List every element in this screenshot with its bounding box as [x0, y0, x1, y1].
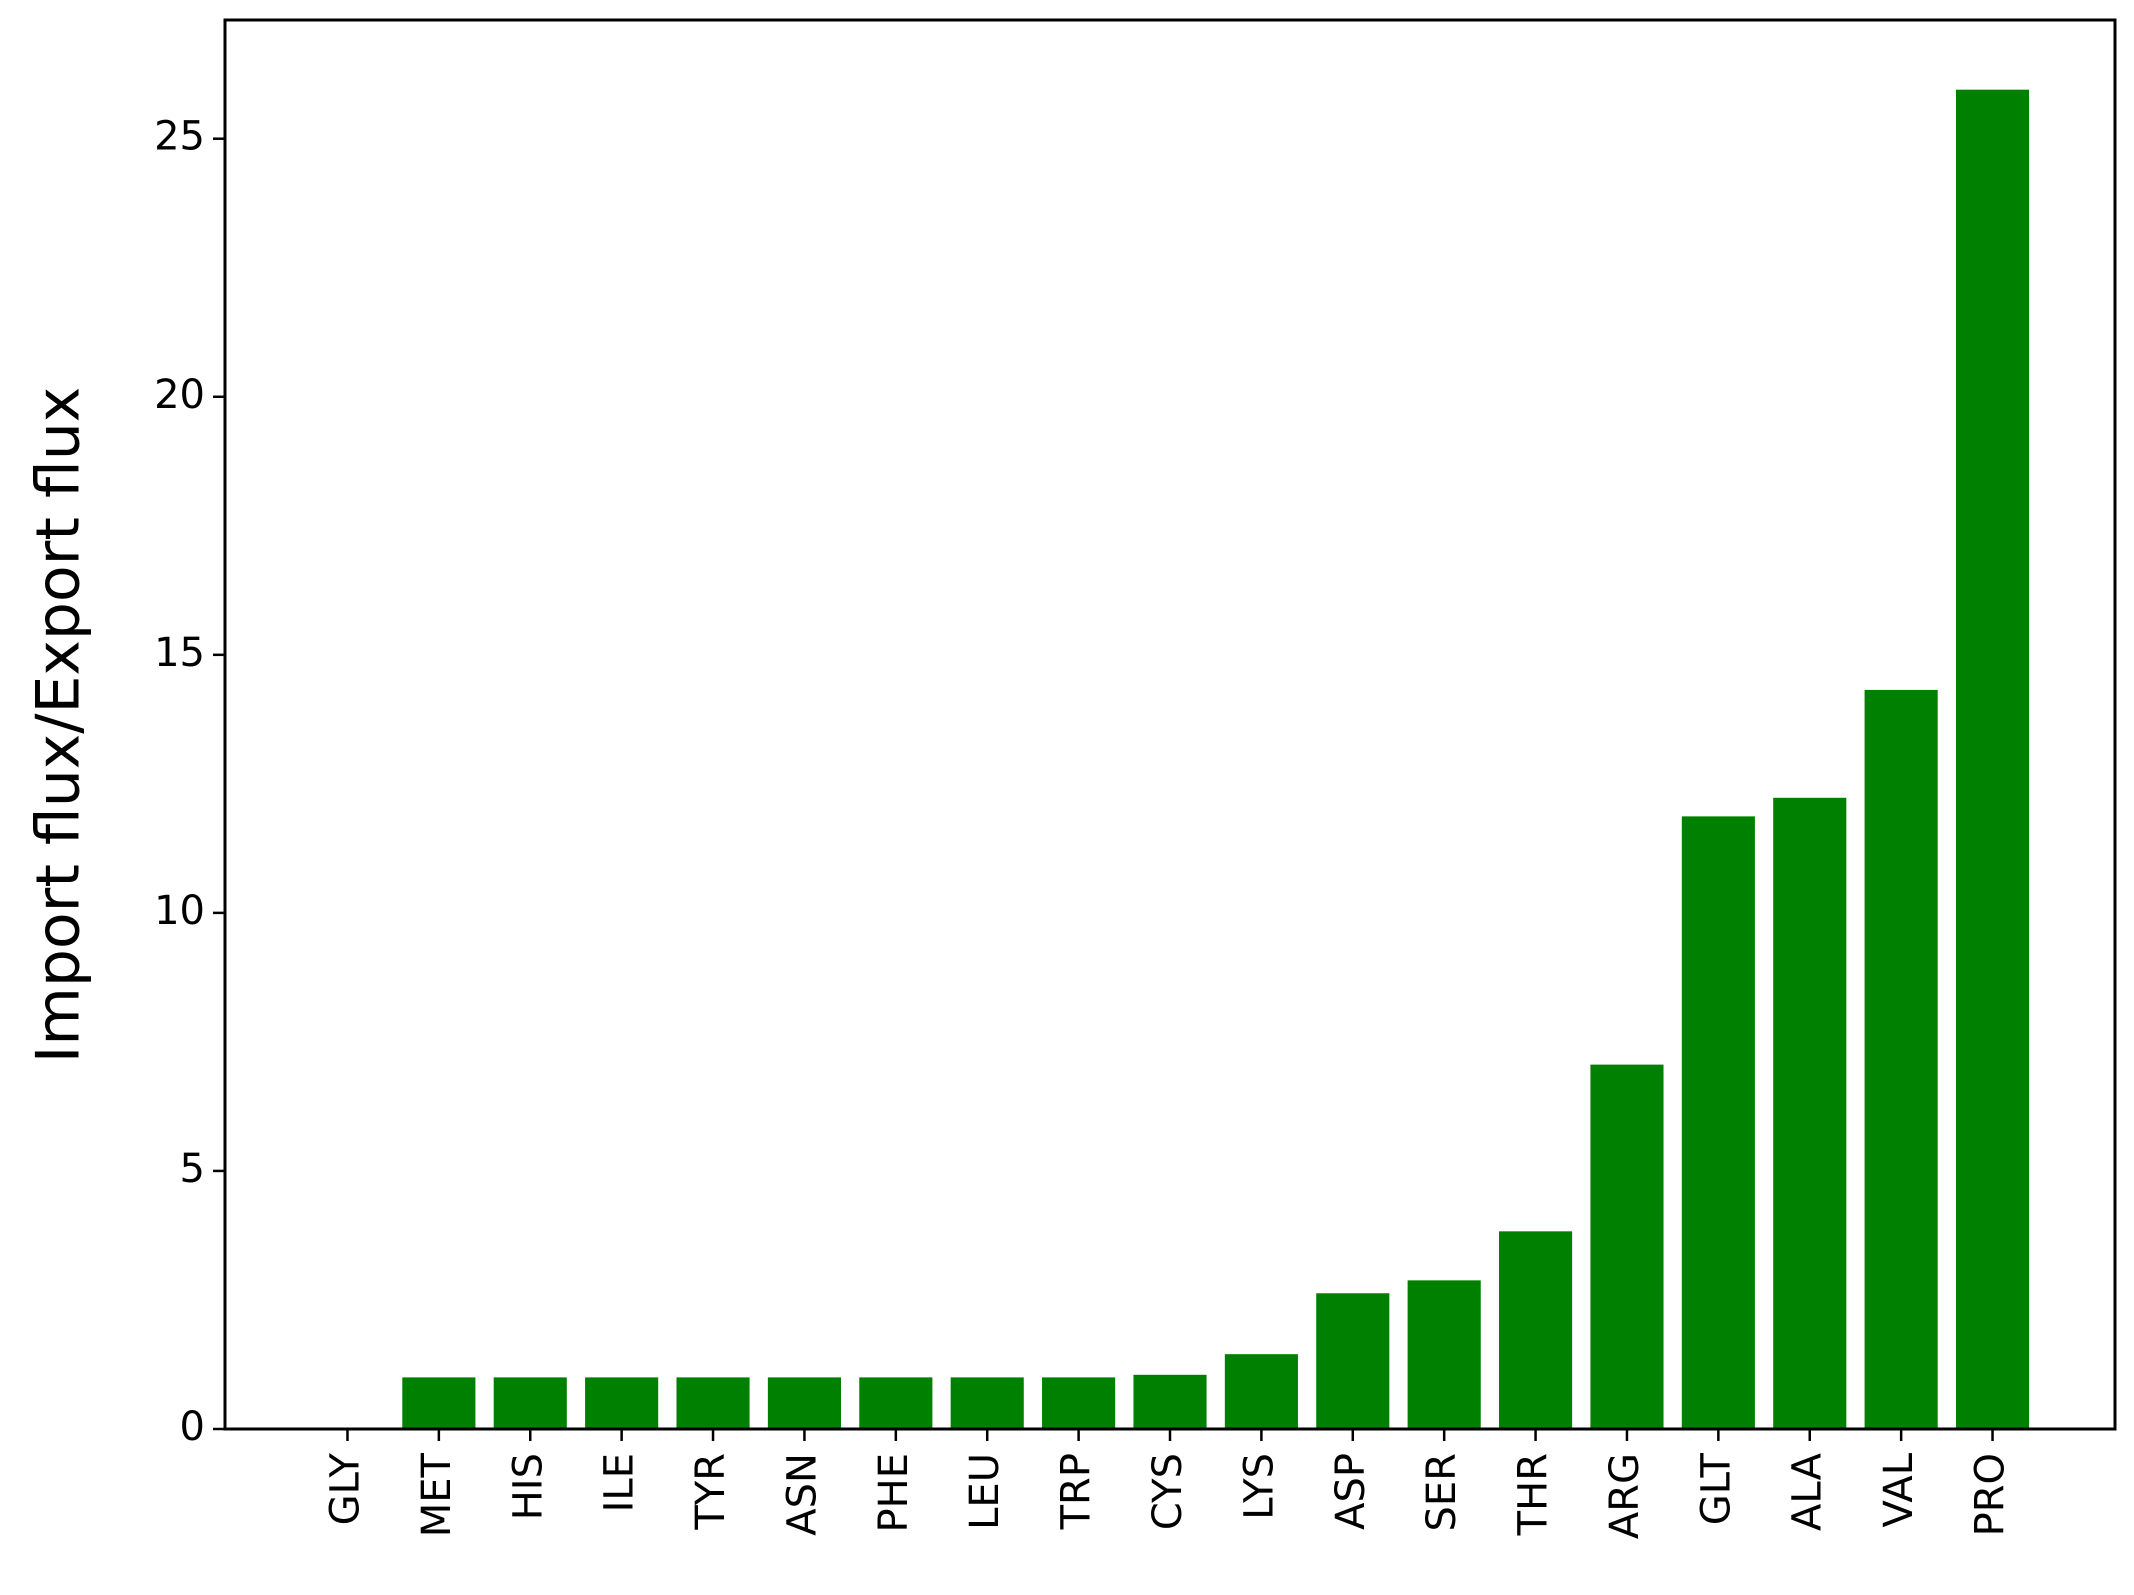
x-tick-label: ALA [1785, 1452, 1831, 1531]
x-tick-label: MET [414, 1452, 460, 1537]
y-tick-label: 5 [180, 1146, 205, 1192]
bar [1773, 797, 1847, 1429]
x-tick-label: HIS [505, 1453, 551, 1520]
bar [859, 1377, 933, 1429]
y-tick-label: 25 [154, 114, 205, 160]
x-tick-label: ASN [779, 1453, 825, 1536]
x-tick-label: ASP [1328, 1453, 1374, 1530]
bar [1864, 689, 1938, 1429]
x-tick-label: TRP [1054, 1453, 1100, 1530]
x-tick-label: GLY [322, 1452, 368, 1525]
bar [1681, 816, 1755, 1429]
bar [767, 1377, 841, 1429]
x-tick-label: THR [1511, 1453, 1557, 1536]
bar [1407, 1280, 1481, 1429]
x-tick-label: SER [1419, 1453, 1465, 1531]
y-tick-label: 15 [154, 630, 205, 676]
y-tick-label: 0 [180, 1404, 205, 1450]
bar [585, 1377, 659, 1429]
x-tick-label: LYS [1236, 1453, 1282, 1520]
x-tick-label: PRO [1968, 1453, 2014, 1536]
x-tick-label: PHE [871, 1453, 917, 1532]
bar [1316, 1293, 1390, 1429]
bar [1499, 1231, 1573, 1429]
x-tick-label: LEU [962, 1453, 1008, 1530]
bar [1042, 1377, 1116, 1429]
bar [1590, 1064, 1664, 1429]
x-tick-label: TYR [688, 1453, 734, 1531]
plot-frame [223, 18, 2117, 1431]
bar [1955, 89, 2030, 1430]
bar [402, 1377, 476, 1429]
bar [1133, 1374, 1207, 1429]
bar [1224, 1354, 1298, 1429]
x-tick-label: VAL [1876, 1452, 1922, 1527]
x-tick-label: ILE [597, 1453, 643, 1512]
y-axis-label: Import flux/Export flux [24, 387, 94, 1064]
y-tick-label: 10 [154, 888, 205, 934]
x-tick-label: GLT [1693, 1452, 1739, 1525]
bar [676, 1377, 750, 1429]
x-tick-label: ARG [1602, 1453, 1648, 1539]
bar [950, 1377, 1024, 1429]
x-tick-label: CYS [1145, 1453, 1191, 1530]
bar [493, 1377, 567, 1429]
y-tick-label: 20 [154, 372, 205, 418]
